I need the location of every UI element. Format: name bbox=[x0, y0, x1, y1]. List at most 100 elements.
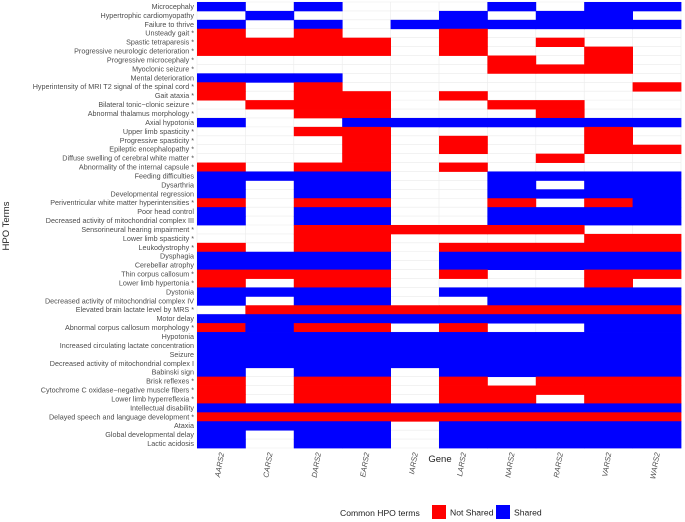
y-tick-label: Microcephaly bbox=[152, 2, 195, 11]
cell-shared bbox=[535, 10, 585, 21]
cell-shared bbox=[535, 403, 585, 413]
cell-shared bbox=[197, 314, 246, 324]
cell-shared bbox=[342, 314, 391, 324]
x-axis-title: Gene bbox=[428, 454, 451, 465]
cell-not-shared bbox=[390, 225, 440, 235]
x-tick-label: LARS2 bbox=[455, 451, 468, 477]
cell-not-shared bbox=[293, 242, 343, 253]
cell-shared bbox=[197, 340, 246, 351]
cell-shared bbox=[293, 340, 343, 351]
cell-shared bbox=[584, 2, 633, 12]
cell-shared bbox=[535, 421, 585, 431]
cell-shared bbox=[584, 323, 633, 333]
cell-shared bbox=[293, 296, 343, 306]
cell-shared bbox=[584, 439, 633, 449]
cell-shared bbox=[632, 287, 682, 297]
cell-shared bbox=[293, 403, 343, 413]
legend: Common HPO terms Not Shared Shared bbox=[340, 505, 542, 519]
cell-shared bbox=[439, 19, 488, 30]
cell-shared bbox=[535, 171, 585, 181]
cell-not-shared bbox=[293, 305, 343, 315]
cell-not-shared bbox=[245, 412, 295, 422]
cell-not-shared bbox=[439, 225, 488, 235]
cell-not-shared bbox=[245, 100, 295, 110]
cell-not-shared bbox=[342, 37, 391, 47]
cell-shared bbox=[293, 260, 343, 270]
cell-shared bbox=[342, 296, 391, 306]
cell-shared bbox=[632, 332, 682, 342]
y-tick-label: Abnormal thalamus morphology * bbox=[88, 109, 194, 118]
cell-shared bbox=[342, 358, 391, 369]
cell-shared bbox=[197, 19, 246, 30]
cell-shared bbox=[293, 171, 343, 181]
cell-shared bbox=[293, 189, 343, 199]
x-tick-labels: AARS2 CARS2 DARS2 EARS2 IARS2 LARS2 NARS2 RARS2… bbox=[213, 451, 662, 480]
x-tick-label: RARS2 bbox=[552, 451, 565, 478]
cell-shared bbox=[293, 367, 343, 378]
cell-not-shared bbox=[439, 144, 488, 155]
cell-not-shared bbox=[439, 323, 488, 333]
cell-not-shared bbox=[439, 91, 488, 101]
cell-not-shared bbox=[439, 46, 488, 56]
cell-not-shared bbox=[197, 242, 246, 253]
y-axis-title: HPO Terms bbox=[1, 201, 12, 250]
cell-shared bbox=[535, 216, 585, 226]
cell-shared bbox=[632, 367, 682, 378]
cell-shared bbox=[487, 349, 537, 360]
cell-shared bbox=[293, 251, 343, 262]
cell-not-shared bbox=[487, 385, 537, 395]
cell-not-shared bbox=[293, 100, 343, 110]
cell-not-shared bbox=[293, 82, 343, 92]
cell-shared bbox=[342, 189, 391, 199]
cell-not-shared bbox=[632, 82, 682, 92]
cell-shared bbox=[487, 216, 537, 226]
y-tick-label: Mental deterioration bbox=[130, 73, 194, 82]
cell-not-shared bbox=[535, 153, 585, 163]
cell-not-shared bbox=[439, 269, 488, 279]
cell-shared bbox=[293, 439, 343, 449]
cell-shared bbox=[197, 358, 246, 369]
y-tick-label: Hypotonia bbox=[162, 332, 194, 341]
cell-not-shared bbox=[439, 376, 488, 386]
cell-shared bbox=[439, 251, 488, 262]
cell-shared bbox=[439, 358, 488, 369]
cell-shared bbox=[439, 367, 488, 378]
cell-not-shared bbox=[535, 305, 585, 315]
cell-not-shared bbox=[342, 144, 391, 155]
cell-not-shared bbox=[342, 91, 391, 101]
cell-not-shared bbox=[632, 269, 682, 279]
y-tick-label: Leukodystrophy * bbox=[138, 243, 194, 252]
cell-not-shared bbox=[439, 37, 488, 47]
cell-not-shared bbox=[342, 126, 391, 137]
cell-shared bbox=[342, 171, 391, 181]
cell-shared bbox=[197, 216, 246, 226]
y-tick-label: Axial hypotonia bbox=[145, 118, 194, 127]
cell-not-shared bbox=[632, 233, 682, 244]
cell-shared bbox=[293, 216, 343, 226]
cell-not-shared bbox=[487, 100, 537, 110]
y-tick-label: Diffuse swelling of cerebral white matte… bbox=[62, 154, 194, 163]
cell-not-shared bbox=[293, 385, 343, 395]
cell-not-shared bbox=[584, 126, 633, 137]
cell-shared bbox=[342, 216, 391, 226]
cell-shared bbox=[584, 430, 633, 440]
cell-shared bbox=[487, 2, 537, 12]
cell-shared bbox=[342, 340, 391, 351]
cell-shared bbox=[632, 340, 682, 351]
cell-shared bbox=[342, 349, 391, 360]
cell-shared bbox=[487, 189, 537, 199]
cell-shared bbox=[487, 421, 537, 431]
cell-shared bbox=[584, 19, 633, 30]
cell-not-shared bbox=[197, 46, 246, 56]
cell-shared bbox=[390, 358, 440, 369]
cell-shared bbox=[632, 358, 682, 369]
cell-shared bbox=[584, 260, 633, 270]
cell-not-shared bbox=[197, 198, 246, 208]
cell-not-shared bbox=[487, 394, 537, 404]
y-tick-label: Failure to thrive bbox=[144, 20, 194, 29]
cell-not-shared bbox=[535, 64, 585, 74]
cell-shared bbox=[487, 340, 537, 351]
cell-not-shared bbox=[584, 278, 633, 288]
cell-not-shared bbox=[439, 412, 488, 422]
cell-shared bbox=[439, 287, 488, 297]
